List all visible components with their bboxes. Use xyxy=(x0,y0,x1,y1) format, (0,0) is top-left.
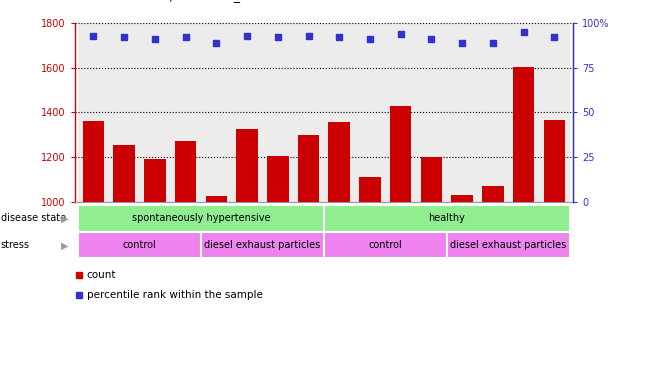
Bar xyxy=(232,23,262,202)
Point xyxy=(88,33,98,39)
Bar xyxy=(324,23,355,202)
Text: GDS3689 / 1388563_at: GDS3689 / 1388563_at xyxy=(107,0,253,2)
Bar xyxy=(113,145,135,202)
Text: control: control xyxy=(122,240,156,250)
Bar xyxy=(201,232,324,258)
Bar xyxy=(539,23,570,202)
Bar xyxy=(544,120,565,202)
Point xyxy=(150,36,160,42)
Bar xyxy=(508,23,539,202)
Bar xyxy=(267,156,288,202)
Bar xyxy=(390,106,411,202)
Point xyxy=(273,34,283,40)
Text: percentile rank within the sample: percentile rank within the sample xyxy=(87,290,263,300)
Bar xyxy=(447,232,570,258)
Bar xyxy=(201,23,232,202)
Bar xyxy=(83,121,104,202)
Bar xyxy=(451,195,473,202)
Bar xyxy=(359,177,381,202)
Bar xyxy=(385,23,416,202)
Bar xyxy=(170,23,201,202)
Bar xyxy=(174,141,197,202)
Point xyxy=(457,40,467,46)
Text: ▶: ▶ xyxy=(61,240,69,250)
Bar xyxy=(513,66,534,202)
Point xyxy=(549,34,560,40)
Bar xyxy=(109,23,139,202)
Point xyxy=(334,34,344,40)
Bar xyxy=(324,205,570,232)
Point xyxy=(180,34,191,40)
Text: diesel exhaust particles: diesel exhaust particles xyxy=(204,240,320,250)
Bar xyxy=(482,186,504,202)
Text: count: count xyxy=(87,270,117,280)
Bar xyxy=(329,122,350,202)
Text: disease state: disease state xyxy=(1,214,66,223)
Point xyxy=(396,31,406,37)
Text: stress: stress xyxy=(1,240,30,250)
Point xyxy=(119,34,130,40)
Text: healthy: healthy xyxy=(428,214,465,223)
Point xyxy=(518,29,529,35)
Bar xyxy=(206,196,227,202)
Point xyxy=(303,33,314,39)
Point xyxy=(211,40,221,46)
Bar xyxy=(478,23,508,202)
Text: ▶: ▶ xyxy=(61,214,69,223)
Bar xyxy=(78,232,201,258)
Bar xyxy=(144,159,165,202)
Bar xyxy=(416,23,447,202)
Bar xyxy=(421,157,442,202)
Bar xyxy=(262,23,293,202)
Point xyxy=(365,36,375,42)
Point xyxy=(488,40,498,46)
Bar xyxy=(78,205,324,232)
Text: control: control xyxy=(368,240,402,250)
Bar xyxy=(236,129,258,202)
Point xyxy=(426,36,437,42)
Bar xyxy=(78,23,109,202)
Text: diesel exhaust particles: diesel exhaust particles xyxy=(450,240,566,250)
Bar xyxy=(324,232,447,258)
Point xyxy=(242,33,252,39)
Bar xyxy=(355,23,385,202)
Text: spontaneously hypertensive: spontaneously hypertensive xyxy=(132,214,270,223)
Bar xyxy=(293,23,324,202)
Bar xyxy=(447,23,478,202)
Bar xyxy=(139,23,170,202)
Bar xyxy=(298,135,319,202)
